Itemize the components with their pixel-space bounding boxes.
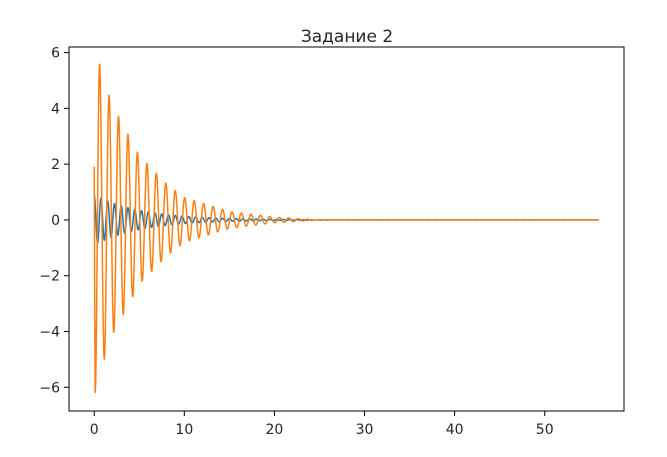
y-tick-label: 0 (51, 213, 60, 229)
y-tick-label: −6 (39, 380, 60, 396)
plot-frame (68, 46, 625, 412)
series-line-1 (93, 63, 599, 393)
y-tick-label: 2 (51, 157, 60, 173)
y-tick-label: 4 (51, 101, 60, 117)
x-tick-label: 40 (446, 422, 464, 438)
x-tick-label: 30 (356, 422, 374, 438)
plot-lines (93, 63, 599, 393)
x-tick-label: 0 (90, 422, 99, 438)
x-tick-label: 50 (536, 422, 554, 438)
y-tick-label: 6 (51, 46, 60, 62)
x-tick-label: 10 (175, 422, 193, 438)
y-tick-label: −2 (39, 269, 60, 285)
axes: 0 10 20 30 40 50 −6 −4 −2 0 2 4 6 (39, 46, 625, 438)
y-tick-label: −4 (39, 325, 60, 341)
chart-title: Задание 2 (301, 27, 393, 47)
x-tick-label: 20 (266, 422, 284, 438)
